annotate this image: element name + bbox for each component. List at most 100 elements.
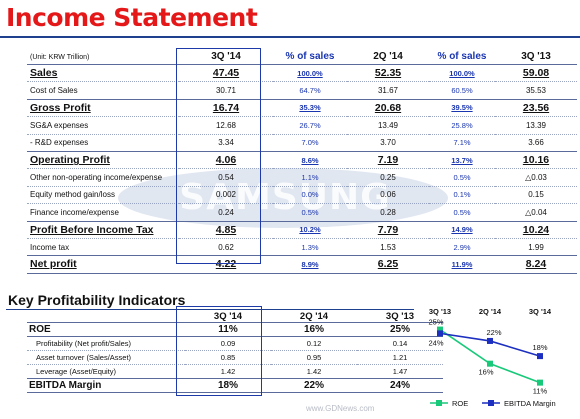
cell-2q14: 6.25: [347, 255, 429, 274]
cell-3q14: 4.22: [179, 255, 273, 274]
cell-pct-3q14: 0.0%: [273, 186, 347, 205]
cell-pct-2q14: 0.1%: [429, 186, 495, 205]
row-label: Equity method gain/loss: [27, 186, 179, 205]
cell-pct-3q14: 8.9%: [273, 255, 347, 274]
row-label: Gross Profit: [27, 99, 179, 118]
table-row: Finance income/expense 0.24 0.5% 0.28 0.5% △0…: [27, 203, 577, 222]
cell-3q14: 12.68: [179, 116, 273, 135]
col-header: 2Q '14: [347, 48, 429, 65]
legend-label: EBITDA Margin: [504, 399, 556, 408]
col-header: 3Q '13: [357, 311, 443, 323]
data-label: 22%: [486, 328, 501, 337]
cell-pct-2q14: 25.8%: [429, 116, 495, 135]
table-row: Sales 47.45 100.0% 52.35 100.0% 59.08: [27, 64, 577, 83]
income-statement-table: (Unit: KRW Trillion) 3Q '14 % of sales 2…: [27, 48, 577, 274]
data-label: 25%: [428, 318, 443, 327]
kpi-row: Leverage (Asset/Equity) 1.42 1.42 1.47: [27, 364, 443, 379]
cell-pct-3q14: 0.5%: [273, 203, 347, 222]
row-label: Other non-operating income/expense: [27, 168, 179, 187]
table-row: Operating Profit 4.06 8.6% 7.19 13.7% 10.16: [27, 151, 577, 170]
kpi-row: ROE 11% 16% 25%: [27, 322, 443, 337]
cell-3q13: 59.08: [495, 64, 577, 83]
row-label: - R&D expenses: [27, 134, 179, 152]
table-row: Net profit 4.22 8.9% 6.25 11.9% 8.24: [27, 255, 577, 274]
row-label: EBITDA Margin: [27, 378, 185, 393]
cell-pct-3q14: 26.7%: [273, 116, 347, 135]
cell-3q14: 3.34: [179, 134, 273, 152]
cell-2q14: 16%: [271, 322, 357, 337]
cell-3q14: 1.42: [185, 364, 271, 379]
data-label: 18%: [532, 343, 547, 352]
cell-3q14: 47.45: [179, 64, 273, 83]
cell-2q14: 1.53: [347, 238, 429, 257]
cell-pct-2q14: 13.7%: [429, 151, 495, 170]
cell-2q14: 0.06: [347, 186, 429, 205]
cell-pct-2q14: 60.5%: [429, 81, 495, 100]
cell-3q13: 35.53: [495, 81, 577, 100]
cell-2q14: 0.95: [271, 350, 357, 365]
cell-2q14: 13.49: [347, 116, 429, 135]
table-row: SG&A expenses 12.68 26.7% 13.49 25.8% 13.39: [27, 116, 577, 135]
row-label: Operating Profit: [27, 151, 179, 170]
row-label: Sales: [27, 64, 179, 83]
kpi-table: 3Q '14 2Q '14 3Q '13 ROE 11% 16% 25% Profita…: [27, 311, 443, 393]
unit-label: (Unit: KRW Trillion): [30, 53, 90, 61]
kpi-section-title: Key Profitability Indicators: [8, 292, 186, 308]
legend-marker: [488, 400, 494, 406]
cell-3q13: 25%: [357, 322, 443, 337]
cell-3q14: 0.62: [179, 238, 273, 257]
cell-pct-3q14: 35.3%: [273, 99, 347, 118]
cell-3q14: 0.24: [179, 203, 273, 222]
row-label: SG&A expenses: [27, 116, 179, 135]
col-header: % of sales: [273, 48, 347, 65]
cell-pct-2q14: 7.1%: [429, 134, 495, 152]
table-row: Equity method gain/loss 0.002 0.0% 0.06 0.1%…: [27, 186, 577, 205]
kpi-header-row: 3Q '14 2Q '14 3Q '13: [27, 311, 443, 323]
row-label: Asset turnover (Sales/Asset): [27, 350, 185, 365]
page-title: Income Statement: [6, 3, 258, 32]
cell-pct-2q14: 2.9%: [429, 238, 495, 257]
row-label: Leverage (Asset/Equity): [27, 364, 185, 379]
table-row: Income tax 0.62 1.3% 1.53 2.9% 1.99: [27, 238, 577, 257]
data-point: [437, 330, 443, 337]
cell-3q14: 4.85: [179, 221, 273, 239]
cell-2q14: 20.68: [347, 99, 429, 118]
cell-2q14: 0.12: [271, 336, 357, 351]
cell-pct-3q14: 8.6%: [273, 151, 347, 170]
legend-marker: [436, 400, 442, 406]
cell-3q14: 4.06: [179, 151, 273, 170]
cell-3q13: 0.14: [357, 336, 443, 351]
cell-2q14: 0.28: [347, 203, 429, 222]
col-header: 3Q '14: [185, 311, 271, 323]
cell-pct-2q14: 0.5%: [429, 203, 495, 222]
cell-3q14: 0.09: [185, 336, 271, 351]
data-point: [487, 337, 493, 344]
cell-3q13: 3.66: [495, 134, 577, 152]
data-point: [437, 326, 443, 333]
cell-3q14: 18%: [185, 378, 271, 393]
cell-3q13: 24%: [357, 378, 443, 393]
cell-3q13: 10.24: [495, 221, 577, 239]
table-row: - R&D expenses 3.34 7.0% 3.70 7.1% 3.66: [27, 134, 577, 152]
cell-3q14: 16.74: [179, 99, 273, 118]
roe-ebitda-chart: 3Q '13 2Q '14 3Q '14 25% 16% 11% 24% 22% 18% ROE E…: [428, 307, 556, 408]
cell-2q14: 7.19: [347, 151, 429, 170]
cell-pct-3q14: 1.3%: [273, 238, 347, 257]
table-row: Profit Before Income Tax 4.85 10.2% 7.79 14.…: [27, 221, 577, 239]
data-point: [537, 353, 543, 360]
cell-pct-2q14: 14.9%: [429, 221, 495, 239]
x-tick-label: 2Q '14: [479, 307, 502, 316]
x-tick-label: 3Q '14: [529, 307, 552, 316]
cell-pct-3q14: 1.1%: [273, 168, 347, 187]
row-label: Cost of Sales: [27, 81, 179, 100]
kpi-row: EBITDA Margin 18% 22% 24%: [27, 378, 443, 393]
row-label: Net profit: [27, 255, 179, 274]
cell-2q14: 3.70: [347, 134, 429, 152]
cell-2q14: 7.79: [347, 221, 429, 239]
cell-3q14: 0.85: [185, 350, 271, 365]
cell-pct-2q14: 39.5%: [429, 99, 495, 118]
cell-3q14: 11%: [185, 322, 271, 337]
table-header-row: (Unit: KRW Trillion) 3Q '14 % of sales 2…: [27, 48, 577, 65]
data-point: [487, 360, 493, 367]
cell-pct-2q14: 0.5%: [429, 168, 495, 187]
